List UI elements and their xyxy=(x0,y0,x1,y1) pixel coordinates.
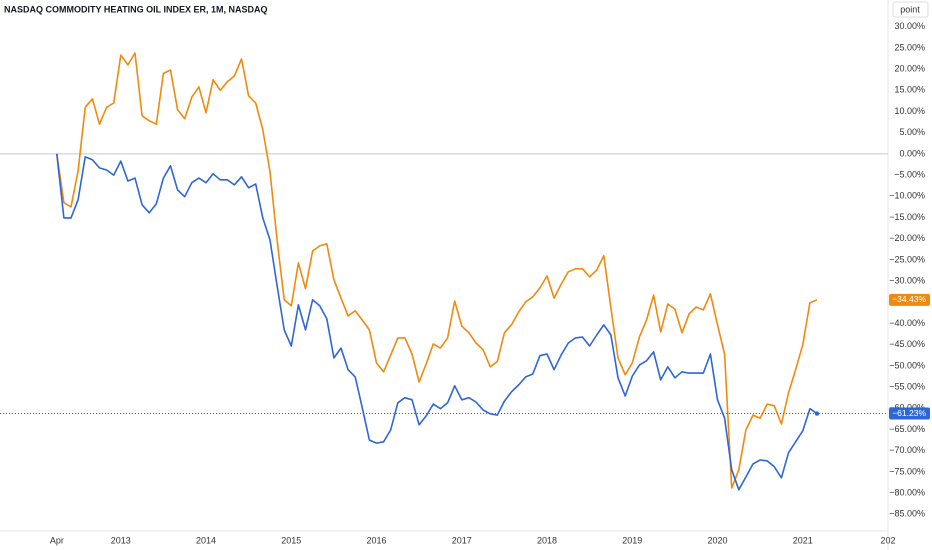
x-tick-label: 202 xyxy=(880,535,895,545)
series-line xyxy=(56,52,818,489)
scale-button[interactable] xyxy=(892,1,929,18)
y-tick-label: −20.00% xyxy=(889,233,925,243)
y-tick-label: 15.00% xyxy=(894,85,925,95)
y-tick-label: −75.00% xyxy=(889,466,925,476)
y-tick-label: −80.00% xyxy=(889,487,925,497)
x-tick-label: 2017 xyxy=(452,535,472,545)
x-tick-label: 2018 xyxy=(537,535,557,545)
y-tick-label: −15.00% xyxy=(889,212,925,222)
y-tick-label: −45.00% xyxy=(889,339,925,349)
last-value-label: −61.23% xyxy=(892,408,926,418)
last-value-marker xyxy=(814,411,820,416)
y-tick-label: 25.00% xyxy=(894,42,925,52)
y-tick-label: −30.00% xyxy=(889,275,925,285)
y-tick-label: −85.00% xyxy=(889,509,925,519)
x-tick-label: 2020 xyxy=(707,535,727,545)
x-tick-label: Apr xyxy=(50,535,64,545)
y-tick-label: −70.00% xyxy=(889,445,925,455)
series-line xyxy=(56,153,818,491)
x-tick-label: 2014 xyxy=(196,535,216,545)
y-tick-label: 5.00% xyxy=(899,127,925,137)
y-tick-label: −50.00% xyxy=(889,360,925,370)
scale-button-label[interactable]: point xyxy=(900,4,920,14)
y-tick-label: 0.00% xyxy=(899,148,925,158)
x-tick-label: 2016 xyxy=(366,535,386,545)
x-tick-label: 2021 xyxy=(793,535,813,545)
last-value-badge xyxy=(889,293,930,306)
last-value-badge xyxy=(889,407,930,420)
y-tick-label: −10.00% xyxy=(889,191,925,201)
y-tick-label: −40.00% xyxy=(889,318,925,328)
y-tick-label: 10.00% xyxy=(894,106,925,116)
y-tick-label: −55.00% xyxy=(889,381,925,391)
y-tick-label: −25.00% xyxy=(889,254,925,264)
last-value-label: −34.43% xyxy=(892,294,926,304)
y-tick-label: −65.00% xyxy=(889,424,925,434)
chart-title: NASDAQ COMMODITY HEATING OIL INDEX ER, 1… xyxy=(4,4,268,14)
y-tick-label: 20.00% xyxy=(894,63,925,73)
y-tick-label: −5.00% xyxy=(894,169,925,179)
y-tick-label: 30.00% xyxy=(894,21,925,31)
x-tick-label: 2015 xyxy=(281,535,301,545)
x-tick-label: 2013 xyxy=(111,535,131,545)
x-tick-label: 2019 xyxy=(622,535,642,545)
